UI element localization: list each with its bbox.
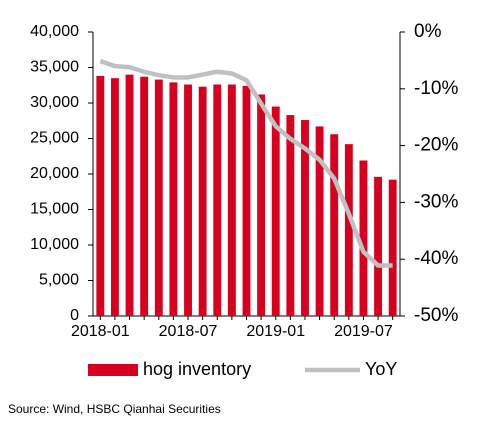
bar — [242, 85, 251, 317]
bar — [271, 106, 280, 316]
y2-tick-label: -50% — [414, 305, 458, 326]
bar — [227, 84, 236, 316]
y-tick-label: 35,000 — [30, 59, 79, 76]
y-tick-label: 40,000 — [30, 23, 79, 40]
bar — [169, 82, 178, 316]
y2-tick-label: -30% — [414, 191, 458, 212]
y-tick-label: 0 — [70, 307, 79, 324]
source-note: Source: Wind, HSBC Qianhai Securities — [8, 402, 221, 416]
y-tick-label: 25,000 — [30, 130, 79, 147]
bar — [213, 84, 222, 316]
y2-tick-label: -40% — [414, 248, 458, 269]
x-tick-label: 2019-01 — [246, 323, 305, 340]
x-tick-label: 2018-07 — [159, 323, 218, 340]
y2-tick-label: -20% — [414, 135, 458, 156]
x-tick-label: 2019-07 — [334, 323, 393, 340]
y-tick-label: 20,000 — [30, 165, 79, 182]
bar — [154, 79, 163, 316]
y-tick-label: 5,000 — [39, 272, 79, 289]
bar — [125, 74, 134, 316]
line — [99, 58, 393, 268]
bar — [257, 94, 266, 316]
bar — [140, 76, 149, 316]
legend-label: hog inventory — [143, 359, 251, 379]
bar — [359, 160, 368, 316]
bar — [315, 126, 324, 317]
bar — [301, 120, 309, 316]
bar — [184, 84, 192, 316]
y2-tick-label: 0% — [414, 21, 442, 42]
x-tick-label: 2018-01 — [71, 323, 130, 340]
bar — [110, 78, 119, 317]
legend-label: YoY — [365, 359, 397, 379]
bar — [330, 134, 339, 316]
legend-swatch — [88, 364, 138, 376]
bar — [286, 115, 295, 316]
bar — [96, 76, 105, 317]
y-tick-label: 15,000 — [30, 201, 79, 218]
y2-tick-label: -10% — [414, 78, 458, 99]
y-tick-label: 10,000 — [30, 236, 79, 253]
bar — [388, 179, 397, 316]
bar — [198, 86, 207, 316]
y-tick-label: 30,000 — [30, 94, 79, 111]
bar — [374, 176, 383, 316]
bar — [344, 144, 353, 316]
